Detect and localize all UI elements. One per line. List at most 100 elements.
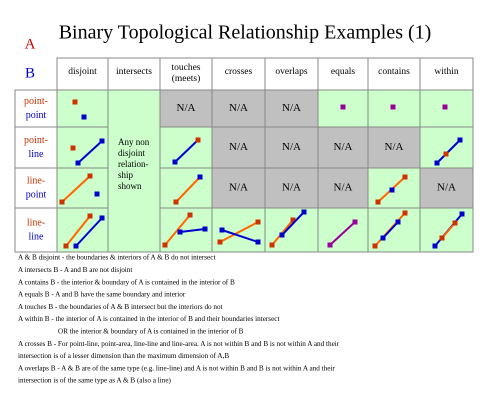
point-icon	[87, 213, 93, 219]
column-header: overlaps	[275, 67, 307, 77]
column-header: touches	[171, 63, 200, 73]
note: intersection is of a lesser dimension th…	[18, 352, 229, 360]
point-icon	[63, 243, 69, 249]
row-header-cell	[14, 126, 58, 169]
legend-a: A	[25, 36, 36, 52]
line-icon	[281, 211, 305, 236]
point-icon	[202, 226, 208, 232]
note: intersection is of the same type as A & …	[18, 377, 172, 385]
point-icon	[197, 174, 203, 180]
point-icon	[443, 151, 449, 157]
note: A & B disjoint - the boundaries & interi…	[18, 254, 215, 262]
cell	[367, 126, 421, 169]
note: OR the interior & boundary of A is conta…	[58, 327, 244, 335]
point-icon	[177, 229, 183, 235]
point-icon	[402, 174, 408, 180]
na-label: N/A	[334, 182, 353, 194]
point-icon	[352, 219, 358, 225]
point-icon	[372, 243, 378, 249]
note: A overlaps B - A & B are of the same typ…	[18, 364, 335, 372]
intersects-note: Any non	[118, 137, 150, 147]
point-icon	[327, 242, 333, 248]
note: A contains B - the interior & boundary o…	[18, 278, 235, 286]
cell	[264, 126, 319, 169]
point-icon	[452, 220, 458, 226]
point-icon	[73, 243, 79, 249]
point-icon	[187, 212, 193, 218]
row-label-a: line-	[27, 217, 45, 228]
cell	[419, 207, 474, 253]
intersects-note: ship	[118, 170, 134, 180]
point-icon	[94, 191, 100, 197]
point-icon	[301, 209, 307, 215]
row-header-cell	[14, 167, 58, 209]
cell	[317, 167, 369, 209]
column-header: (meets)	[172, 73, 201, 84]
line-icon	[329, 221, 356, 246]
cell	[419, 126, 474, 169]
cell	[159, 126, 213, 169]
point-icon	[162, 242, 168, 248]
line-icon	[61, 175, 91, 203]
point-icon	[290, 217, 296, 223]
point-icon	[279, 232, 285, 238]
line-icon	[75, 217, 103, 247]
cell	[264, 167, 319, 209]
point-icon	[340, 104, 346, 110]
point-icon	[459, 211, 465, 217]
note: A within B - the interior of A is contai…	[18, 315, 280, 323]
line-icon	[175, 176, 201, 203]
na-label: N/A	[334, 141, 353, 153]
cell	[56, 126, 109, 169]
cell	[159, 167, 213, 209]
column-header: intersects	[116, 67, 152, 77]
note: A intersects B - A and B are not disjoin…	[18, 266, 132, 274]
line-icon	[179, 228, 206, 233]
header-cell	[317, 57, 369, 91]
point-icon	[217, 239, 223, 245]
na-label: N/A	[229, 141, 248, 153]
column-header: contains	[378, 67, 410, 77]
cell	[211, 167, 266, 209]
row-label-a: line-	[27, 175, 45, 186]
line-icon	[219, 221, 259, 243]
point-icon	[99, 215, 105, 221]
point-icon	[70, 145, 76, 151]
cell	[56, 167, 109, 209]
na-label: N/A	[437, 182, 456, 194]
line-icon	[65, 215, 91, 247]
line-icon	[221, 229, 259, 243]
header-cell	[107, 57, 161, 91]
intersects-note: shown	[118, 181, 142, 191]
row-header-cell	[14, 207, 58, 253]
row-label-a: point-	[24, 135, 48, 146]
header-cell	[56, 57, 109, 91]
intersects-note: disjoint	[118, 148, 146, 158]
cell	[56, 89, 109, 128]
cell	[211, 126, 266, 169]
point-icon	[173, 199, 179, 205]
point-icon	[99, 138, 105, 144]
cell	[317, 207, 369, 253]
row-label-b: line	[29, 231, 45, 242]
cell	[264, 89, 319, 128]
row-label-b: line	[29, 149, 45, 160]
legend-b: B	[25, 65, 35, 81]
point-icon	[81, 114, 87, 120]
point-icon	[380, 235, 386, 241]
point-icon	[255, 219, 261, 225]
intersects-note: relation-	[118, 159, 149, 169]
point-icon	[457, 137, 463, 143]
line-icon	[382, 221, 399, 239]
na-label: N/A	[385, 141, 404, 153]
line-icon	[174, 139, 199, 163]
na-label: N/A	[229, 102, 248, 114]
point-icon	[395, 219, 401, 225]
header-cell	[419, 57, 474, 91]
point-icon	[172, 159, 178, 165]
point-icon	[389, 187, 395, 193]
row-label-a: point-	[24, 96, 48, 107]
na-label: N/A	[282, 141, 301, 153]
point-icon	[219, 227, 225, 233]
